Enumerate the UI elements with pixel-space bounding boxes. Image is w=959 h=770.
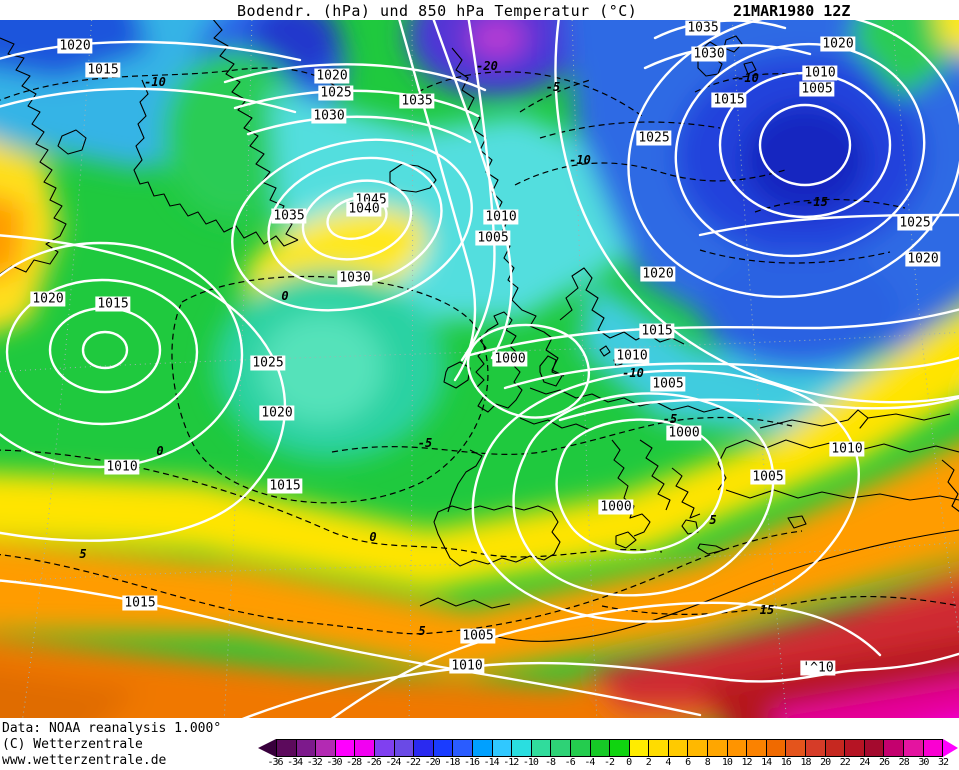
colorbar-tick: 16 — [780, 757, 792, 768]
colorbar-row — [258, 739, 958, 757]
colorbar-tick: -12 — [503, 757, 519, 768]
colorbar-cell — [884, 740, 904, 756]
colorbar-tick: -22 — [404, 757, 421, 768]
credits-website: www.wetterzentrale.de — [2, 753, 167, 768]
colorbar-cell — [551, 740, 571, 756]
colorbar-tick: -34 — [287, 757, 303, 768]
colorbar-cell — [747, 740, 767, 756]
colorbar-cell — [708, 740, 728, 756]
colorbar-tick: -6 — [564, 757, 576, 768]
temperature-colorbar: -36 -34 -32 -30 -28 -26 -24 -22 -20 -18 -16 -14 -12-… — [258, 739, 958, 769]
map-datetime: 21MAR1980 12Z — [733, 2, 851, 20]
colorbar-tick: -36 — [267, 757, 283, 768]
colorbar-tick: 20 — [820, 757, 831, 768]
colorbar-cell — [472, 740, 493, 756]
colorbar-tick: -8 — [545, 757, 556, 768]
colorbar-cell — [512, 740, 532, 756]
colorbar-cell — [923, 740, 943, 756]
colorbar-arrow-left — [258, 739, 276, 757]
colorbar-tick: 6 — [685, 757, 691, 768]
colorbar-tick: -18 — [444, 757, 460, 768]
colorbar-cell — [806, 740, 826, 756]
colorbar-tick: 24 — [859, 757, 870, 768]
colorbar-arrow-right — [943, 739, 958, 757]
colorbar-tick: -26 — [365, 757, 382, 768]
colorbar-cell — [727, 740, 748, 756]
colorbar-tick: 18 — [800, 757, 811, 768]
colorbar-tick: -24 — [385, 757, 401, 768]
colorbar-cell — [610, 740, 630, 756]
colorbar-cells — [276, 739, 943, 757]
colorbar-cell — [904, 740, 924, 756]
colorbar-cell — [374, 740, 395, 756]
colorbar-tick: -10 — [522, 757, 539, 768]
colorbar-cell — [414, 740, 434, 756]
colorbar-cell — [277, 740, 297, 756]
colorbar-cell — [668, 740, 689, 756]
colorbar-cell — [433, 740, 454, 756]
colorbar-tick: -2 — [603, 757, 615, 768]
colorbar-cell — [296, 740, 317, 756]
colorbar-tick: 0 — [626, 757, 632, 768]
colorbar-tick: 30 — [918, 757, 929, 768]
colorbar-tick: 26 — [879, 757, 890, 768]
colorbar-cell — [825, 740, 846, 756]
title-bar: Bodendr. (hPa) und 850 hPa Temperatur (°… — [0, 0, 959, 20]
colorbar-cell — [864, 740, 885, 756]
colorbar-cell — [355, 740, 375, 756]
credits: Data: NOAA reanalysis 1.000° (C) Wetterz… — [2, 721, 221, 769]
colorbar-tick: 8 — [704, 757, 711, 768]
colorbar-cell — [316, 740, 336, 756]
colorbar-tick: -4 — [584, 757, 595, 768]
colorbar-cell — [590, 740, 611, 756]
colorbar-tick: -16 — [463, 757, 480, 768]
colorbar-tick: 10 — [721, 757, 733, 768]
colorbar-cell — [786, 740, 807, 756]
colorbar-tick: 28 — [898, 757, 910, 768]
colorbar-tick: 22 — [839, 757, 851, 768]
colorbar-tick: -30 — [326, 757, 342, 768]
colorbar-cell — [531, 740, 552, 756]
colorbar-tick: -28 — [346, 757, 362, 768]
colorbar-cell — [629, 740, 650, 756]
colorbar-tick: 32 — [937, 757, 949, 768]
colorbar-cell — [688, 740, 709, 756]
colorbar-cell — [570, 740, 591, 756]
isobars — [0, 8, 959, 722]
map-title: Bodendr. (hPa) und 850 hPa Temperatur (°… — [237, 2, 638, 20]
colorbar-tick: -14 — [483, 757, 500, 768]
colorbar-cell — [335, 740, 356, 756]
colorbar-cell — [845, 740, 865, 756]
colorbar-tick: 4 — [665, 757, 671, 768]
colorbar-tick: 14 — [761, 757, 772, 768]
colorbar-tick: -20 — [424, 757, 441, 768]
credits-data-source: Data: NOAA reanalysis 1.000° — [2, 721, 222, 736]
credits-copyright: (C) Wetterzentrale — [2, 737, 143, 752]
colorbar-tick: 12 — [741, 757, 752, 768]
colorbar-cell — [453, 740, 473, 756]
colorbar-cell — [394, 740, 415, 756]
colorbar-cell — [649, 740, 669, 756]
colorbar-cell — [766, 740, 787, 756]
colorbar-ticks: -36 -34 -32 -30 -28 -26 -24 -22 -20 -18 -16 -14 -12-… — [267, 757, 949, 769]
colorbar-tick: 2 — [645, 757, 652, 768]
colorbar-tick: -32 — [306, 757, 323, 768]
colorbar-cell — [492, 740, 513, 756]
